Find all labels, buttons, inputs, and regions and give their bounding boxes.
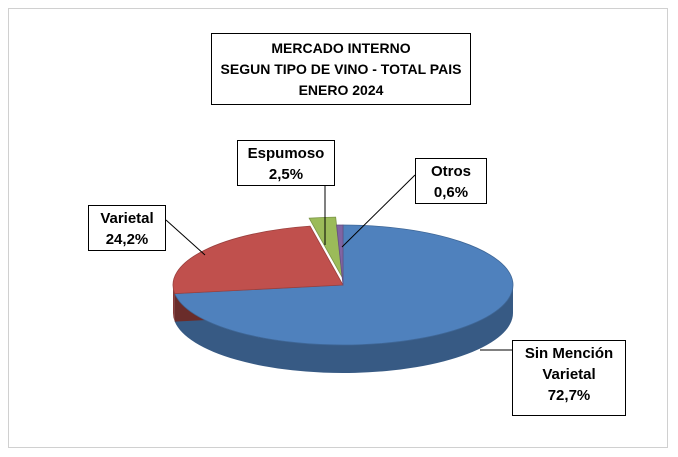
- data-label: Espumoso 2,5%: [237, 140, 335, 186]
- category-label: Espumoso: [247, 145, 325, 162]
- slice-side: [173, 285, 175, 322]
- chart-title: MERCADO INTERNO SEGUN TIPO DE VINO - TOT…: [211, 33, 471, 105]
- chart-frame: [8, 8, 668, 448]
- value-label: 24,2%: [105, 231, 149, 248]
- data-label: Varietal 24,2%: [88, 205, 166, 251]
- category-label: Sin Mención Varietal: [524, 345, 614, 383]
- title-line: MERCADO INTERNO: [271, 40, 411, 56]
- data-label: Sin Mención Varietal 72,7%: [512, 340, 626, 416]
- value-label: 2,5%: [268, 166, 304, 183]
- leader-line: [165, 219, 206, 256]
- category-label: Varietal: [100, 210, 154, 227]
- title-line: ENERO 2024: [298, 82, 384, 98]
- category-label: Otros: [430, 163, 471, 180]
- title-line: SEGUN TIPO DE VINO - TOTAL PAIS: [220, 61, 462, 77]
- slice: [174, 224, 514, 346]
- value-label: 0,6%: [433, 184, 469, 201]
- value-label: 72,7%: [547, 387, 591, 404]
- leader-line: [341, 174, 416, 248]
- slice: [336, 224, 344, 286]
- slice-side: [174, 285, 514, 373]
- data-label: Otros 0,6%: [415, 158, 487, 204]
- slice: [172, 225, 344, 295]
- slice: [308, 216, 343, 278]
